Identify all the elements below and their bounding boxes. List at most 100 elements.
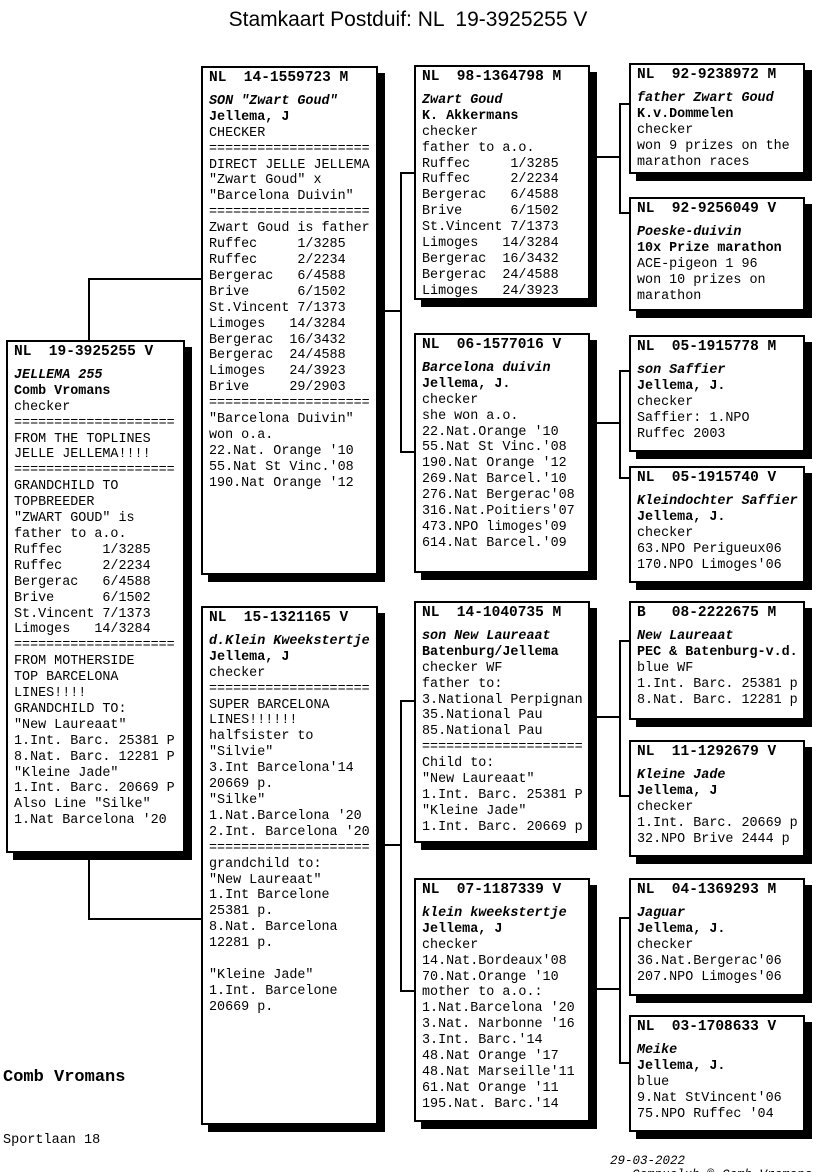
box-line: "New Laureaat" [14, 717, 127, 733]
connector-line [400, 700, 416, 702]
box-line: Ruffec 2/2234 [14, 558, 151, 574]
connector-line [619, 370, 621, 479]
box-line: checker [422, 392, 479, 408]
box-line: Ruffec 1/3285 [14, 542, 151, 558]
box-line: won 9 prizes on the [637, 138, 790, 154]
connector-line [400, 990, 416, 992]
box-line: 70.Nat.Orange '10 [422, 969, 559, 985]
box-line: St.Vincent 7/1373 [422, 220, 559, 236]
box-line: 1.Int. Barc. 25381 P [14, 733, 175, 749]
box-line: 22.Nat. Orange '10 [209, 443, 354, 459]
box-line: checker [637, 799, 694, 815]
pigeon-owner: Jellema, J [209, 649, 290, 665]
box-line: Brive 6/1502 [14, 590, 151, 606]
pigeon-name: Jaguar [637, 905, 686, 921]
box-line: ==================== [209, 681, 370, 697]
box-line: "Kleine Jade" [14, 765, 119, 781]
box-line: 14.Nat.Bordeaux'08 [422, 953, 567, 969]
box-line: checker [422, 124, 479, 140]
box-line: ==================== [209, 840, 370, 856]
box-line: 3.Nat. Narbonne '16 [422, 1017, 575, 1033]
pigeon-name: Zwart Goud [422, 92, 503, 108]
box-line: FROM THE TOPLINES [14, 431, 151, 447]
box-line: blue WF [637, 660, 694, 676]
box-line: Limoges 14/3284 [209, 316, 346, 332]
box-line: 3.National Perpignan [422, 692, 583, 708]
box-line: Ruffec 1/3285 [422, 156, 559, 172]
pedigree-box-father: NL 14-1559723 M SON "Zwart Goud" Jellema, … [201, 66, 378, 575]
pigeon-name: SON "Zwart Goud" [209, 93, 338, 109]
box-line: 170.NPO Limoges'06 [637, 557, 782, 573]
box-line: 1.Int. Barc. 25381 P [422, 787, 583, 803]
box-line: Zwart Goud is father [209, 221, 370, 237]
connector-line [400, 700, 402, 992]
pigeon-name: father Zwart Goud [637, 90, 774, 106]
box-line: Bergerac 6/4588 [14, 574, 151, 590]
connector-line [590, 422, 621, 424]
box-line: "New Laureaat" [209, 872, 322, 888]
box-line: Brive 29/2903 [209, 380, 346, 396]
box-line: CHECKER [209, 125, 266, 141]
ring-number: NL 92-9238972 M [637, 67, 777, 83]
pigeon-owner: Jellema, J [422, 921, 503, 937]
box-line: 276.Nat Bergerac'08 [422, 488, 575, 504]
loft-address: Comb Vromans Sportlaan 18 5071 CC Udenho… [3, 1032, 157, 1172]
box-line: 1.Int. Barc. 20669 p [637, 815, 798, 831]
box-line: 55.Nat St Vinc.'08 [422, 440, 567, 456]
connector-line [88, 853, 90, 920]
box-line: Limoges 14/3284 [422, 236, 559, 252]
connector-line [400, 172, 402, 453]
connector-line [619, 917, 621, 1064]
box-line: 61.Nat Orange '11 [422, 1080, 559, 1096]
ring-number: NL 92-9256049 V [637, 201, 777, 217]
box-line: checker WF [422, 660, 503, 676]
ring-number: NL 11-1292679 V [637, 744, 777, 760]
connector-line [88, 278, 203, 280]
pigeon-owner: 10x Prize marathon [637, 240, 782, 256]
pedigree-box-maternal-grandmother: NL 07-1187339 V klein kweekstertje Jellema… [414, 878, 590, 1122]
box-line: 1.Int Barcelone [209, 888, 330, 904]
box-line: 25381 p. [209, 904, 274, 920]
box-line: checker [637, 525, 694, 541]
ring-number: NL 03-1708633 V [637, 1019, 777, 1035]
box-line: 3.Int. Barc.'14 [422, 1033, 543, 1049]
connector-line [400, 172, 416, 174]
box-line: ==================== [14, 463, 175, 479]
pigeon-name: d.Klein Kweekstertje [209, 633, 370, 649]
pedigree-box-paternal-grandfather: NL 98-1364798 M Zwart Goud K. Akkermans che… [414, 65, 590, 300]
box-line: Limoges 24/3923 [422, 283, 559, 299]
box-line: won 10 prizes on [637, 272, 766, 288]
pigeon-owner: PEC & Batenburg-v.d. [637, 644, 798, 660]
box-line: 63.NPO Perigueux06 [637, 541, 782, 557]
ring-number: NL 04-1369293 M [637, 882, 777, 898]
pigeon-name: klein kweekstertje [422, 905, 567, 921]
connector-line [619, 1062, 631, 1064]
box-line: Bergerac 24/4588 [422, 267, 559, 283]
box-line: FROM MOTHERSIDE [14, 654, 135, 670]
box-line: 1.Nat.Barcelona '20 [422, 1001, 575, 1017]
pigeon-owner: Jellema, J. [637, 378, 726, 394]
box-line: 1.Nat.Barcelona '20 [209, 808, 362, 824]
box-line: mother to a.o.: [422, 985, 543, 1001]
box-line: 32.NPO Brive 2444 p [637, 831, 790, 847]
connector-line [619, 917, 631, 919]
box-line: father to a.o. [422, 140, 535, 156]
box-line: Bergerac 16/3432 [209, 332, 346, 348]
box-line: ACE-pigeon 1 96 [637, 256, 758, 272]
box-line: ==================== [209, 141, 370, 157]
connector-line [619, 640, 621, 797]
box-line: Also Line "Silke" [14, 797, 151, 813]
pedigree-box-paternal-grandmother: NL 06-1577016 V Barcelona duivin Jellema, … [414, 333, 590, 573]
pigeon-owner: Jellema, J. [637, 1058, 726, 1074]
connector-line [88, 278, 90, 342]
box-line: Bergerac 16/3432 [422, 251, 559, 267]
box-line: father to a.o. [14, 526, 127, 542]
box-line: she won a.o. [422, 408, 519, 424]
box-line: ==================== [209, 205, 370, 221]
box-line: marathon races [637, 154, 750, 170]
pigeon-owner: Jellema, J. [422, 376, 511, 392]
box-line: GRANDCHILD TO: [14, 701, 127, 717]
box-line: 190.Nat Orange '12 [422, 456, 567, 472]
pigeon-owner: Comb Vromans [14, 383, 111, 399]
